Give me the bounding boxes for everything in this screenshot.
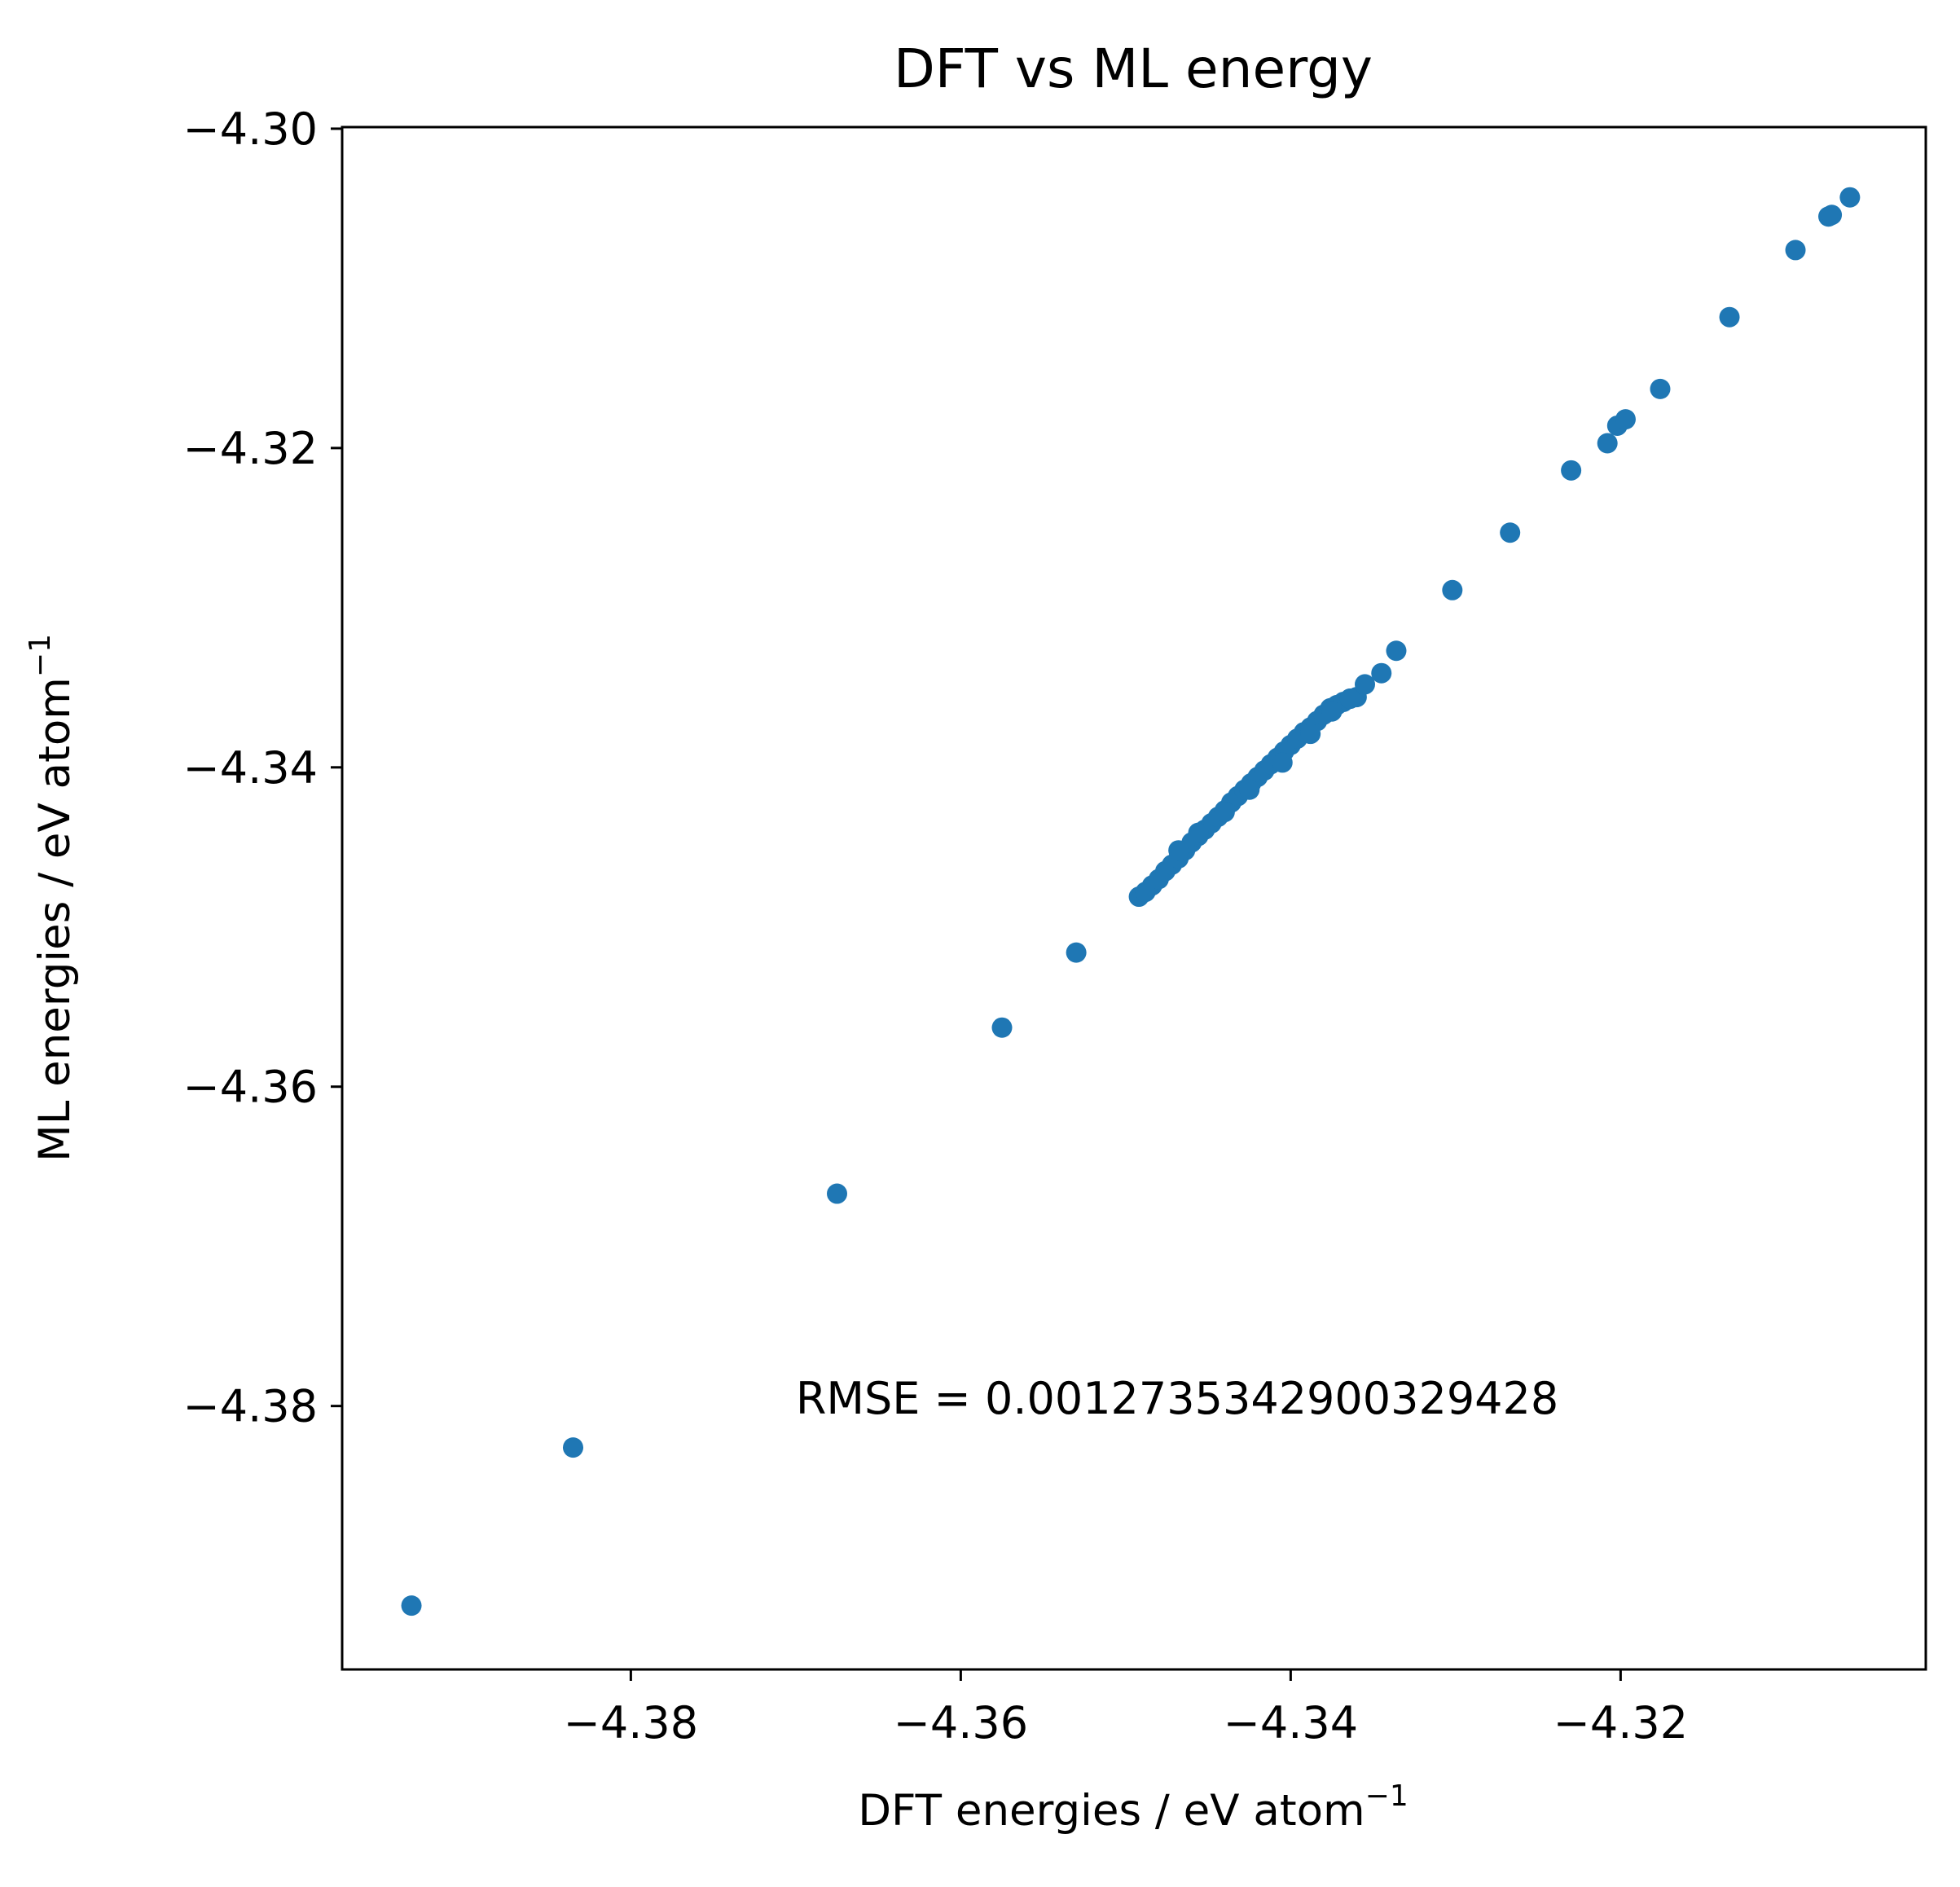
data-point [1442,579,1463,600]
chart-title: DFT vs ML energy [894,37,1373,100]
data-point [1300,724,1321,745]
y-tick-label: −4.38 [183,1381,318,1432]
data-point [1822,205,1843,226]
data-point [1386,640,1407,662]
y-axis-title: ML energies / eV atom−1 [24,634,80,1162]
data-point [1272,752,1293,773]
y-tick-label: −4.32 [183,423,318,474]
x-tick-label: −4.34 [1224,1697,1358,1748]
data-point [1188,822,1209,843]
x-axis-title-text: DFT energies / eV atom [858,1786,1365,1836]
data-point [1719,306,1740,328]
y-axis-title-text: ML energies / eV atom [30,677,80,1162]
data-point [1615,409,1636,430]
data-point [401,1595,422,1616]
y-tick-label: −4.36 [183,1062,318,1113]
y-tick-label: −4.30 [183,103,318,155]
data-point [1371,662,1392,684]
data-point [1239,779,1260,800]
y-tick-label: −4.34 [183,742,318,794]
data-point [1839,187,1861,208]
data-point [1650,378,1671,399]
data-point [827,1183,847,1204]
x-tick-label: −4.32 [1553,1697,1688,1748]
data-point [1561,460,1582,481]
data-point [1597,433,1618,454]
data-point [1355,674,1375,695]
x-tick-label: −4.36 [894,1697,1028,1748]
data-point [1500,522,1521,543]
data-point [1785,240,1806,261]
data-point [1339,688,1360,710]
data-point [563,1437,583,1458]
rmse-annotation: RMSE = 0.0012735342900329428 [796,1373,1558,1424]
data-point [1066,942,1087,963]
data-point [1168,840,1189,861]
data-point [991,1017,1013,1038]
data-point [1214,802,1235,823]
x-axis-title-superscript: −1 [1365,1779,1408,1813]
x-tick-label: −4.38 [564,1697,698,1748]
data-point [1321,701,1343,722]
plot-frame [341,125,1927,1671]
y-axis-title-superscript: −1 [24,634,57,677]
x-axis-title: DFT energies / eV atom−1 [858,1779,1408,1836]
